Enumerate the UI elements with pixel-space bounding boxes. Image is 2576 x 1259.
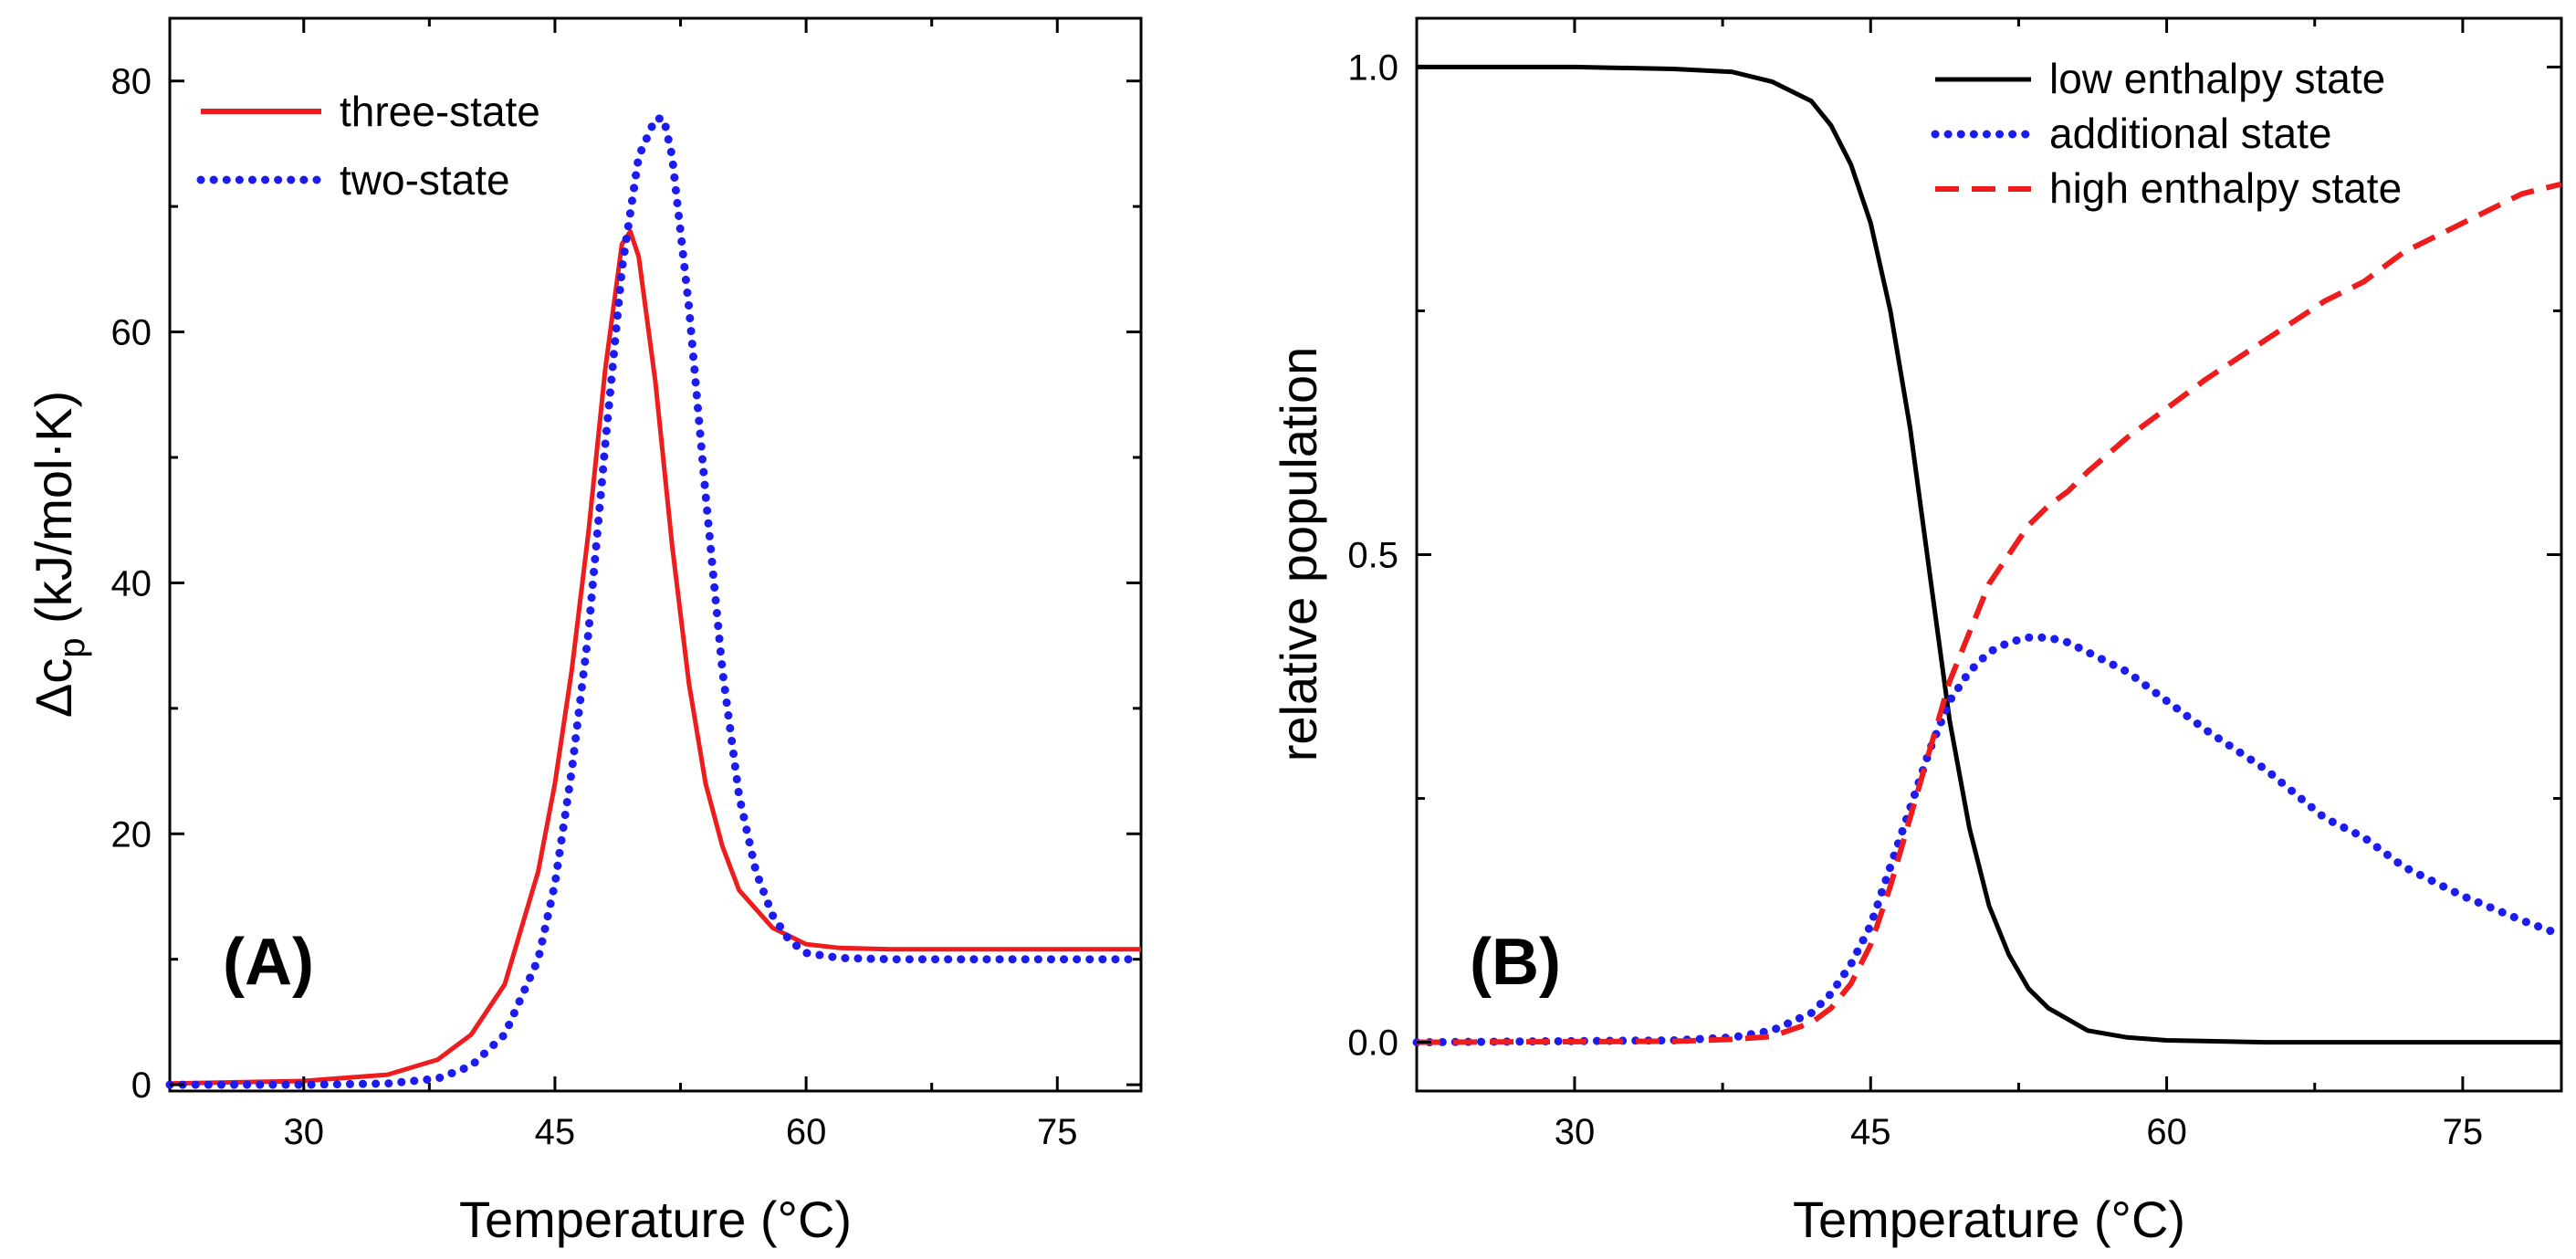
panel-b-series-additional-state [1412,633,2566,1047]
panel-a-x-tick-label: 30 [284,1112,325,1152]
panel-b-x-tick-label: 60 [2146,1112,2187,1152]
panel-b-x-tick-label: 75 [2443,1112,2484,1152]
panel-a-plot-frame [168,16,1143,1093]
panel-b-series-high-enthalpy-state [1416,181,2562,1045]
panel-a-y-axis-title-units: (kJ/mol·K) [25,391,82,638]
panel-a-x-axis-title: Temperature (°C) [459,1191,852,1248]
panel-a-y-axis-title-symbol: Δc [25,658,82,718]
panel-label-b: (B) [1470,926,1561,999]
panel-a-series-two-state [165,114,1146,1089]
legend-label-high-enthalpy-state: high enthalpy state [2049,164,2402,212]
panel-b-ticks: 30 45 60 75 0.0 0.5 1.0 [1347,18,2561,1152]
panel-b-x-tick-label: 45 [1850,1112,1891,1152]
panel-a-series-three-state [169,229,1141,1086]
panel-a-y-tick-label: 80 [111,62,152,102]
panel-b-legend: low enthalpy state additional state high… [1931,55,2402,212]
panel-b-y-tick-label: 0.5 [1347,536,1398,576]
panel-b-y-tick-label: 0.0 [1347,1023,1398,1064]
panel-b-y-axis-title: relative population [1270,347,1327,762]
panel-b-x-tick-label: 30 [1555,1112,1596,1152]
legend-label-two-state: two-state [340,156,510,204]
panel-a-series [165,114,1146,1089]
panel-a-y-axis-title: Δcp (kJ/mol·K) [25,391,92,718]
panel-a-legend: three-state two-state [196,88,540,204]
panel-b-x-axis-title: Temperature (°C) [1793,1191,2185,1248]
panel-a-x-tick-label: 60 [786,1112,827,1152]
panel-label-a: (A) [223,926,314,999]
panel-b-series [1412,64,2566,1047]
panel-b-y-tick-label: 1.0 [1347,47,1398,88]
panel-a-x-tick-label: 45 [535,1112,576,1152]
panel-a-x-tick-label: 75 [1037,1112,1078,1152]
panel-b-series-low-enthalpy-state [1417,64,2561,1045]
panel-a-y-tick-label: 60 [111,313,152,353]
panel-a-ticks: 30 45 60 75 0 20 40 60 80 [111,18,1141,1152]
legend-label-low-enthalpy-state: low enthalpy state [2049,55,2385,102]
panel-a-y-tick-label: 0 [131,1065,152,1106]
panel-a-y-axis-title-subscript: p [52,638,92,658]
legend-label-additional-state: additional state [2049,110,2331,157]
panel-b: 30 45 60 75 0.0 0.5 1.0 low enthalpy state add… [1270,16,2566,1248]
panel-a-y-tick-label: 40 [111,563,152,603]
legend-label-three-state: three-state [340,88,540,135]
panel-a-y-tick-label: 20 [111,814,152,855]
